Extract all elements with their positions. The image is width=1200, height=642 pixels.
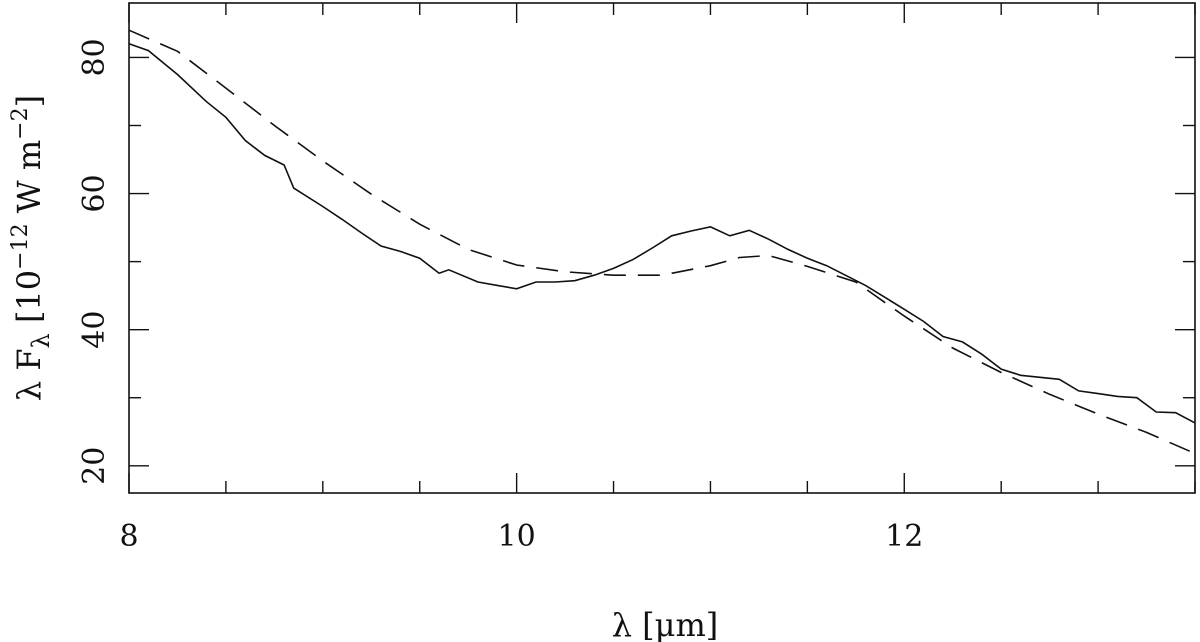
axis-ticks (128, 3, 1196, 493)
y-tick-label: 40 (77, 311, 112, 349)
x-tick-label: 10 (498, 519, 536, 554)
x-axis-label: λ [μm] (612, 606, 719, 642)
y-tick-label: 20 (77, 447, 112, 485)
plot-frame (128, 2, 1196, 494)
y-tick-label: 80 (77, 38, 112, 76)
svg-text:λ Fλ [10−12 W m−2]: λ Fλ [10−12 W m−2] (8, 95, 55, 401)
y-axis-label: λ Fλ [10−12 W m−2] (8, 95, 55, 401)
x-tick-label: 8 (119, 519, 138, 554)
series-solid-line (128, 43, 1196, 424)
x-tick-label: 12 (885, 519, 923, 554)
series-dashed-line (128, 29, 1196, 455)
tick-labels: 8 10 12 20 40 60 80 (77, 38, 923, 554)
series-group (128, 29, 1196, 455)
y-tick-label: 60 (77, 174, 112, 212)
